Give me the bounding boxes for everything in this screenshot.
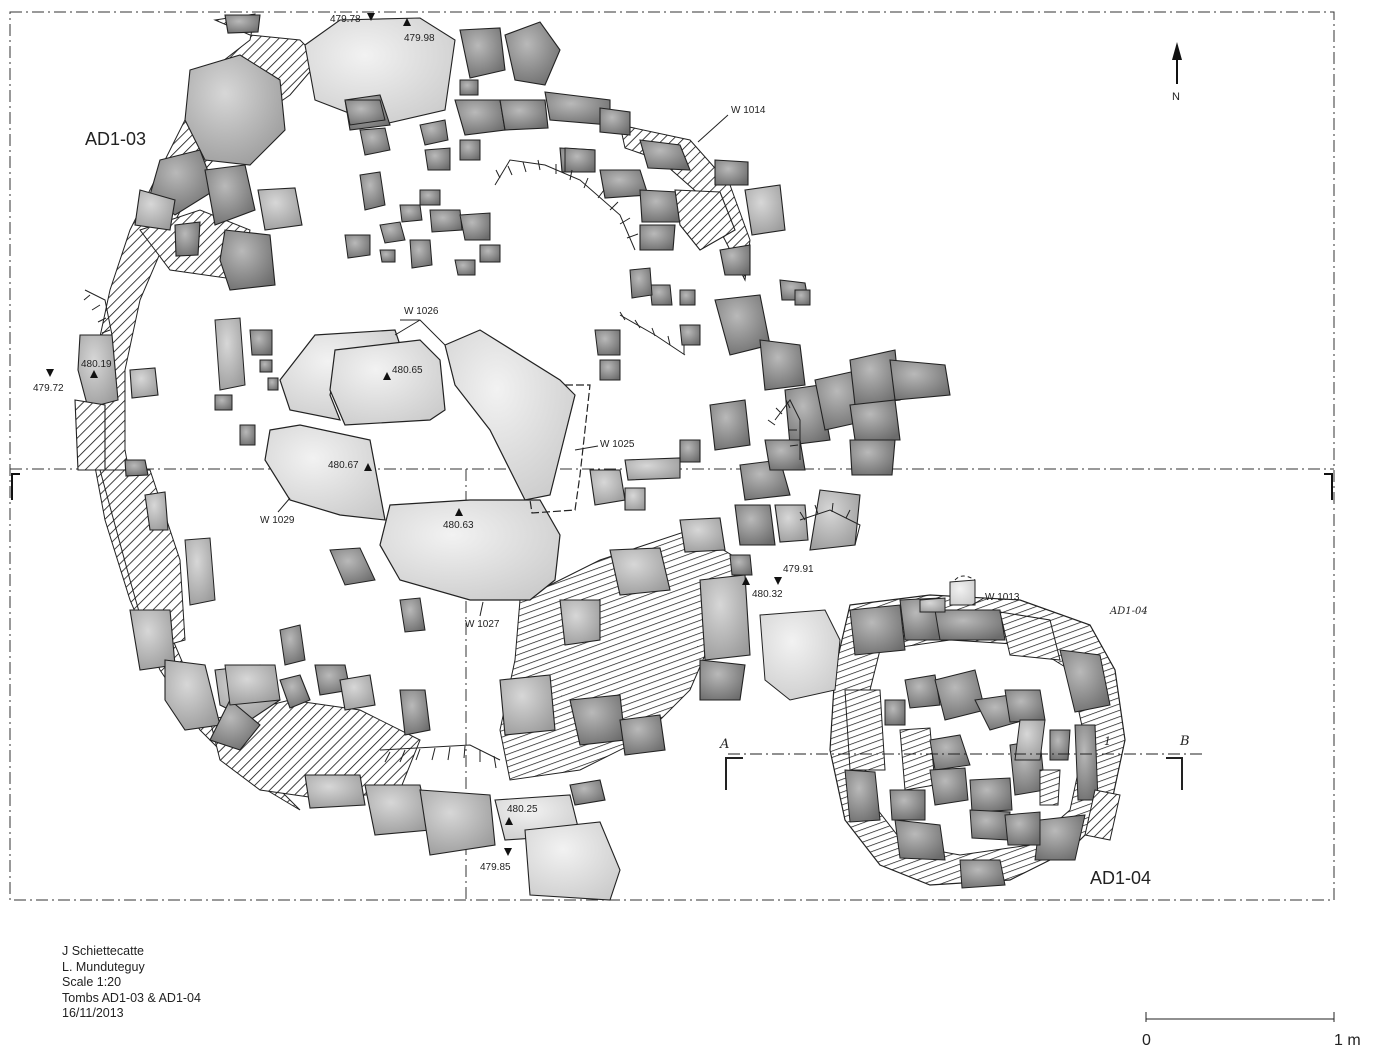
north-arrow xyxy=(1172,42,1182,84)
slab-w1026-b xyxy=(329,339,446,426)
tomb-label-ad1-04: AD1-04 xyxy=(1090,868,1151,888)
elevation-480-67: 480.67 xyxy=(328,460,359,471)
elevation-479-78: 479.78 xyxy=(330,14,361,25)
scale-bar-start-label: 0 xyxy=(1142,1032,1151,1049)
section-label-a: A xyxy=(719,737,729,752)
tomb-ad1-03 xyxy=(74,13,951,901)
elevation-479-98: 479.98 xyxy=(404,33,435,44)
drawing-credits: J Schiettecatte L. Munduteguy Scale 1:20… xyxy=(62,944,201,1022)
scale-bar xyxy=(1145,1012,1335,1022)
credit-date: 16/11/2013 xyxy=(62,1006,124,1020)
slab-w1029 xyxy=(264,424,386,521)
section-label-b: B xyxy=(1179,734,1190,749)
credit-subject: Tombs AD1-03 & AD1-04 xyxy=(62,990,201,1005)
wall-label-w1014: W 1014 xyxy=(731,105,766,116)
elevation-markers xyxy=(46,13,782,856)
section-line-ab xyxy=(725,753,1205,790)
tomb-ad1-04 xyxy=(759,575,1126,889)
tomb-label-ad1-04-handwritten: AD1-04 xyxy=(1109,606,1148,617)
elevation-479-85: 479.85 xyxy=(480,862,511,873)
credit-author-1: J Schiettecatte xyxy=(62,944,144,958)
tomb-label-ad1-03: AD1-03 xyxy=(85,129,146,149)
elevation-480-19: 480.19 xyxy=(81,359,112,370)
elevation-479-72: 479.72 xyxy=(33,383,64,394)
slab-w1026-a xyxy=(279,329,401,421)
elevation-480-65: 480.65 xyxy=(392,365,423,376)
credit-author-2: L. Munduteguy xyxy=(62,959,145,974)
grid-end-markers xyxy=(11,473,1333,500)
wall-label-w1013: W 1013 xyxy=(985,592,1020,603)
slab-w1025 xyxy=(444,329,576,501)
credit-scale: Scale 1:20 xyxy=(62,975,122,989)
wall-label-w1026: W 1026 xyxy=(404,306,439,317)
wall-band-south xyxy=(499,529,741,781)
slope-hachures xyxy=(83,159,861,769)
elevation-480-32: 480.32 xyxy=(752,589,783,600)
section-mark-1: 1 xyxy=(1104,735,1111,748)
elevation-480-63: 480.63 xyxy=(443,520,474,531)
elevation-479-91: 479.91 xyxy=(783,564,814,575)
wall-label-w1029: W 1029 xyxy=(260,515,295,526)
scale-bar-end-label: 1 m xyxy=(1334,1032,1361,1049)
wall-label-w1025: W 1025 xyxy=(600,439,635,450)
elevation-480-25: 480.25 xyxy=(507,804,538,815)
w1025-outline xyxy=(529,384,591,514)
wall-label-w1027: W 1027 xyxy=(465,619,500,630)
north-label: N xyxy=(1172,91,1180,103)
slab-w1027 xyxy=(379,499,561,601)
